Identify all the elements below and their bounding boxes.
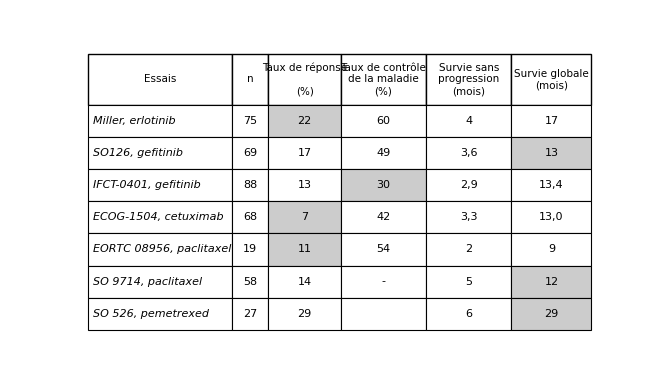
Text: 88: 88 [244, 180, 257, 190]
Text: -: - [381, 277, 385, 287]
Text: 11: 11 [298, 244, 312, 254]
Bar [269, 54, 341, 105]
Text: 13: 13 [544, 148, 558, 158]
Bar [269, 201, 341, 233]
Bar [341, 265, 426, 297]
Text: 49: 49 [376, 148, 391, 158]
Bar [341, 297, 426, 330]
Text: IFCT-0401, gefitinib: IFCT-0401, gefitinib [94, 180, 201, 190]
Bar [88, 201, 232, 233]
Text: 3,6: 3,6 [460, 148, 477, 158]
Text: 54: 54 [376, 244, 391, 254]
Bar [88, 169, 232, 201]
Text: 22: 22 [298, 116, 312, 126]
Bar [341, 54, 426, 105]
Bar [88, 105, 232, 137]
Bar [88, 297, 232, 330]
Bar [426, 201, 512, 233]
Text: 60: 60 [376, 116, 391, 126]
Text: 29: 29 [544, 309, 558, 319]
Bar [232, 233, 269, 265]
Bar [88, 54, 232, 105]
Text: 2,9: 2,9 [460, 180, 478, 190]
Bar [88, 233, 232, 265]
Text: Miller, erlotinib: Miller, erlotinib [94, 116, 176, 126]
Text: 12: 12 [544, 277, 558, 287]
Bar [426, 54, 512, 105]
Bar [341, 137, 426, 169]
Text: 68: 68 [244, 212, 257, 222]
Text: SO 9714, paclitaxel: SO 9714, paclitaxel [94, 277, 203, 287]
Bar [341, 201, 426, 233]
Bar [232, 201, 269, 233]
Text: 2: 2 [465, 244, 473, 254]
Text: 42: 42 [376, 212, 391, 222]
Text: 19: 19 [244, 244, 257, 254]
Bar [512, 169, 591, 201]
Text: Survie globale
(mois): Survie globale (mois) [514, 69, 589, 90]
Text: 29: 29 [298, 309, 312, 319]
Text: 17: 17 [544, 116, 558, 126]
Text: Essais: Essais [144, 75, 176, 84]
Bar [426, 297, 512, 330]
Text: 6: 6 [465, 309, 472, 319]
Bar [232, 169, 269, 201]
Bar [232, 297, 269, 330]
Text: SO126, gefitinib: SO126, gefitinib [94, 148, 183, 158]
Bar [232, 54, 269, 105]
Text: EORTC 08956, paclitaxel: EORTC 08956, paclitaxel [94, 244, 232, 254]
Bar [269, 233, 341, 265]
Bar [269, 265, 341, 297]
Bar [341, 105, 426, 137]
Text: 17: 17 [298, 148, 312, 158]
Text: n: n [247, 75, 253, 84]
Text: Taux de contrôle
de la maladie
(%): Taux de contrôle de la maladie (%) [341, 63, 426, 96]
Bar [341, 233, 426, 265]
Bar [232, 105, 269, 137]
Bar [512, 105, 591, 137]
Bar [269, 105, 341, 137]
Text: 75: 75 [244, 116, 257, 126]
Bar [426, 265, 512, 297]
Bar [341, 169, 426, 201]
Text: 7: 7 [301, 212, 308, 222]
Text: 30: 30 [376, 180, 391, 190]
Text: Taux de réponse

(%): Taux de réponse (%) [262, 63, 347, 96]
Bar [269, 169, 341, 201]
Bar [232, 137, 269, 169]
Text: 9: 9 [548, 244, 555, 254]
Bar [426, 137, 512, 169]
Bar [426, 169, 512, 201]
Bar [512, 201, 591, 233]
Text: 5: 5 [465, 277, 472, 287]
Bar [426, 105, 512, 137]
Bar [512, 137, 591, 169]
Text: 27: 27 [244, 309, 257, 319]
Bar [232, 265, 269, 297]
Bar [512, 233, 591, 265]
Bar [512, 265, 591, 297]
Text: 14: 14 [298, 277, 312, 287]
Bar [88, 137, 232, 169]
Bar [88, 265, 232, 297]
Bar [269, 297, 341, 330]
Text: 58: 58 [244, 277, 257, 287]
Text: 3,3: 3,3 [460, 212, 477, 222]
Text: Survie sans
progression
(mois): Survie sans progression (mois) [438, 63, 500, 96]
Text: 13,0: 13,0 [539, 212, 564, 222]
Text: 4: 4 [465, 116, 473, 126]
Bar [512, 297, 591, 330]
Text: 13: 13 [298, 180, 312, 190]
Bar [426, 233, 512, 265]
Text: SO 526, pemetrexed: SO 526, pemetrexed [94, 309, 209, 319]
Text: ECOG-1504, cetuximab: ECOG-1504, cetuximab [94, 212, 224, 222]
Text: 13,4: 13,4 [539, 180, 564, 190]
Bar [269, 137, 341, 169]
Bar [512, 54, 591, 105]
Text: 69: 69 [244, 148, 257, 158]
